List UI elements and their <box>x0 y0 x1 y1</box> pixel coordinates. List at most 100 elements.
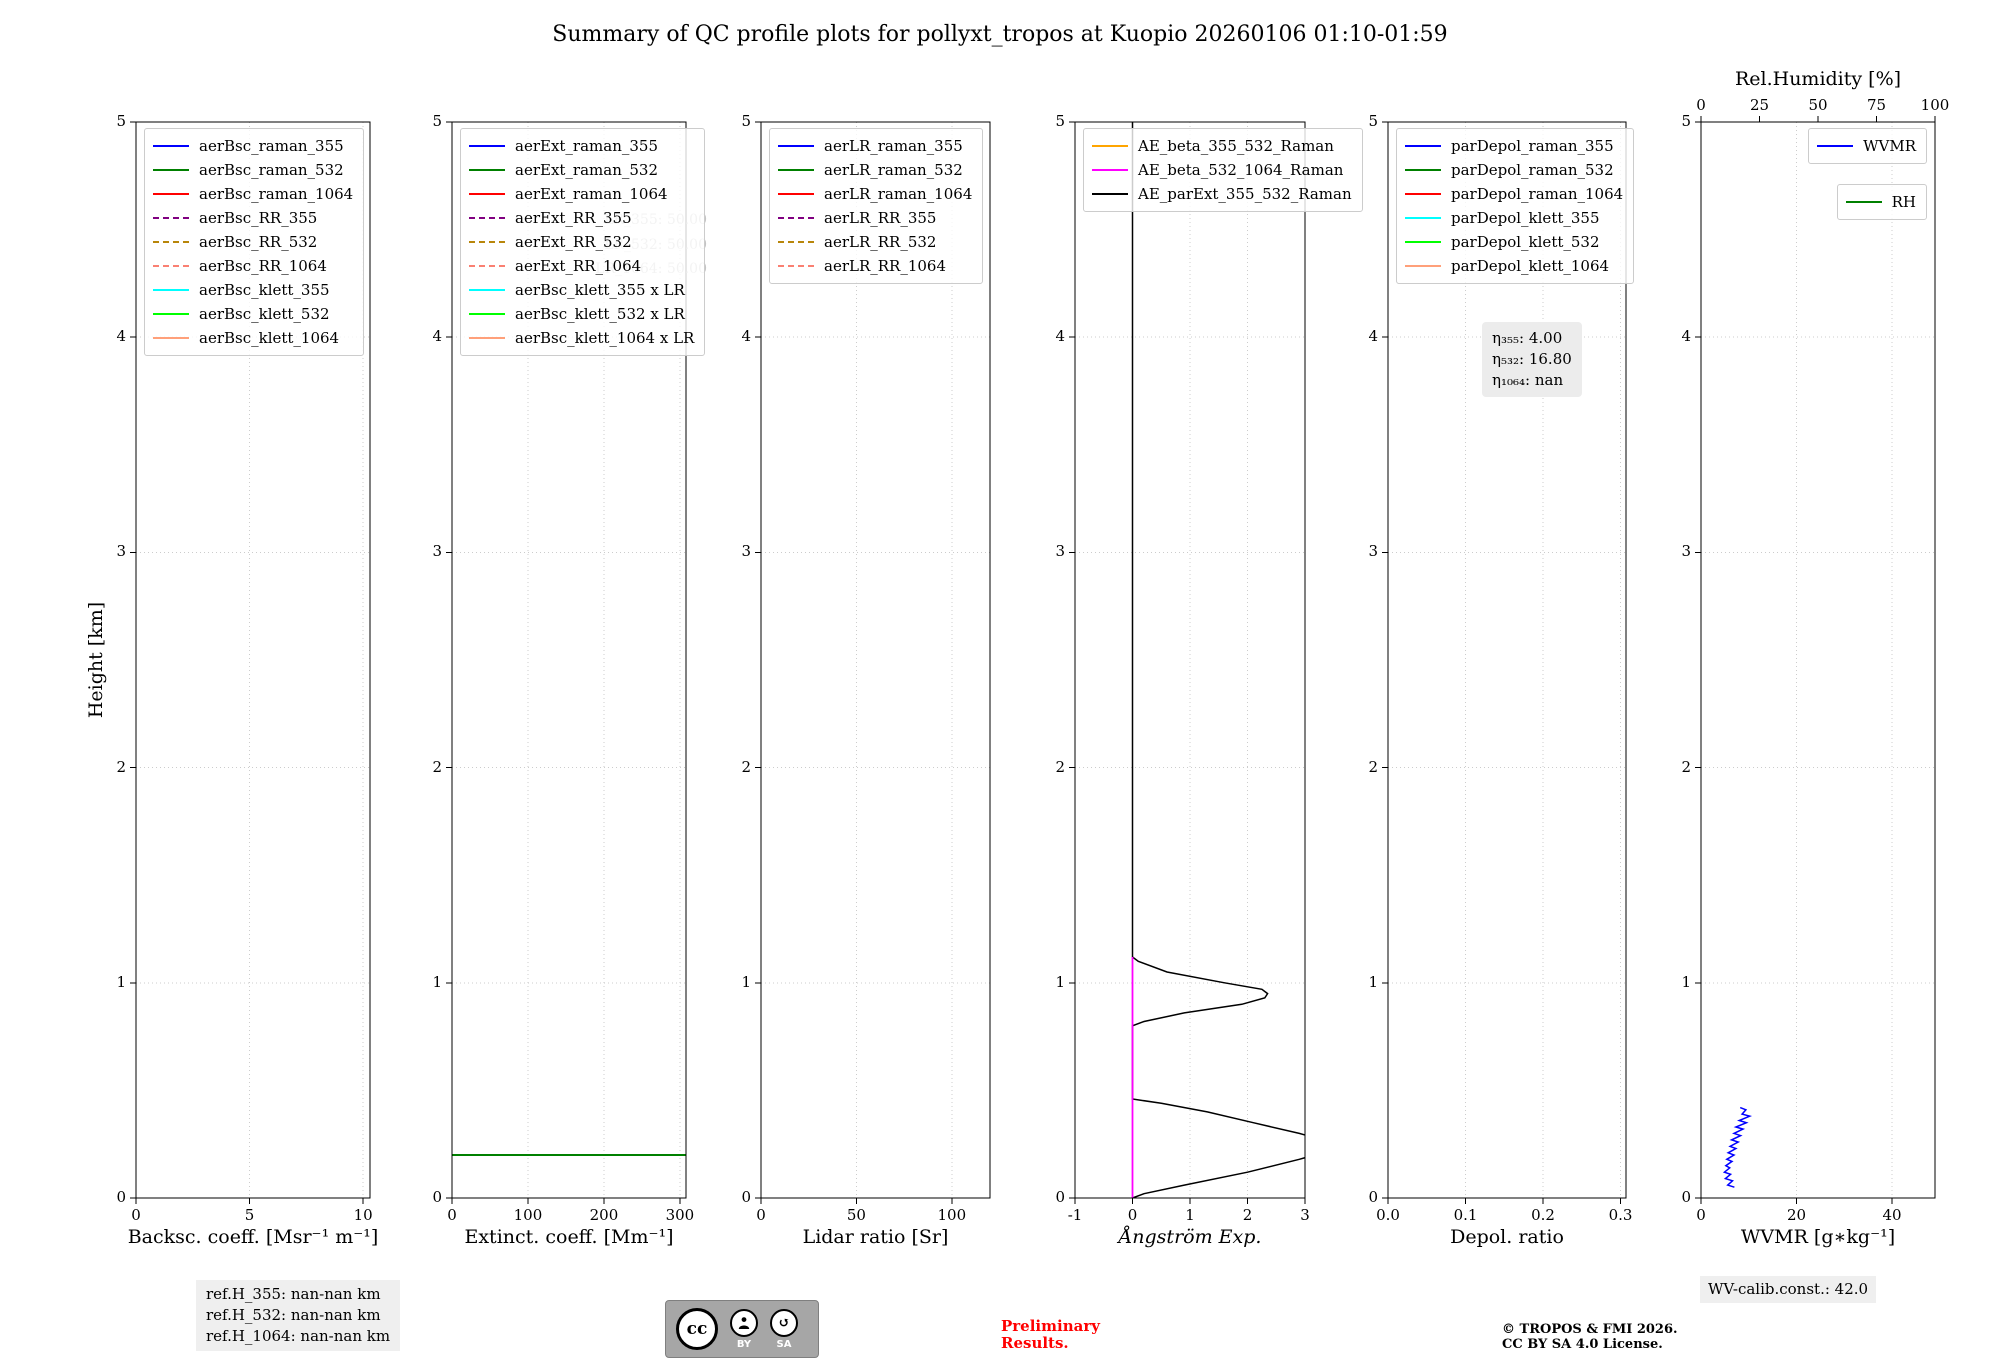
x-axis-label: Backsc. coeff. [Msr⁻¹ m⁻¹] <box>127 1226 379 1248</box>
legend-line-sample <box>1405 145 1441 147</box>
x-tick-label: 0.3 <box>1608 1206 1633 1224</box>
y-tick-label: 2 <box>1055 757 1065 776</box>
legend-entry: aerBsc_klett_532 x LR <box>469 302 694 326</box>
x-tick-label: 3 <box>1300 1206 1310 1224</box>
y-tick-label: 2 <box>741 757 751 776</box>
legend-entry: AE_parExt_355_532_Raman <box>1092 182 1352 206</box>
x-axis-label: Depol. ratio <box>1450 1226 1564 1248</box>
legend-label: WVMR <box>1863 137 1916 155</box>
legend-entry: parDepol_klett_532 <box>1405 230 1623 254</box>
x-tick-label: 0.2 <box>1531 1206 1555 1224</box>
legend-label: aerBsc_RR_355 <box>199 209 318 227</box>
legend-entry: aerBsc_RR_1064 <box>153 254 353 278</box>
x-axis-label: WVMR [g∗kg⁻¹] <box>1740 1226 1896 1248</box>
x-tick-label: 1 <box>1185 1206 1195 1224</box>
y-tick-label: 5 <box>1368 112 1378 130</box>
legend-entry: parDepol_raman_355 <box>1405 134 1623 158</box>
cc-by-person-icon <box>730 1308 758 1337</box>
legend-entry: aerBsc_klett_355 <box>153 278 353 302</box>
legend-label: aerBsc_raman_532 <box>199 161 344 179</box>
legend-entry: parDepol_klett_1064 <box>1405 254 1623 278</box>
legend-line-sample <box>469 289 505 291</box>
legend-line-sample <box>469 217 505 219</box>
copyright-line2: CC BY SA 4.0 License. <box>1502 1337 1663 1352</box>
legend-line-sample <box>1405 241 1441 243</box>
legend-line-sample <box>469 241 505 243</box>
x-tick-label: 0 <box>131 1206 141 1224</box>
y-tick-label: 0 <box>741 1188 751 1206</box>
x-tick-label: 40 <box>1882 1206 1902 1224</box>
y-tick-label: 4 <box>116 327 126 346</box>
y-tick-label: 4 <box>432 327 442 346</box>
legend-label: aerLR_raman_532 <box>824 161 963 179</box>
x-tick-label: 5 <box>244 1206 255 1224</box>
y-tick-label: 5 <box>432 112 442 130</box>
y-tick-label: 2 <box>1681 757 1691 776</box>
preliminary-line2: Results. <box>1001 1334 1069 1352</box>
legend-label: aerLR_raman_355 <box>824 137 963 155</box>
legend-label: aerExt_RR_1064 <box>515 257 642 275</box>
cc-by-label: BY <box>736 1338 752 1350</box>
y-tick-label: 3 <box>432 542 442 561</box>
legend-label: aerBsc_klett_355 x LR <box>515 281 685 299</box>
y-tick-label: 2 <box>116 757 126 776</box>
legend-label: parDepol_klett_1064 <box>1451 257 1610 275</box>
legend-label: aerBsc_RR_532 <box>199 233 318 251</box>
legend-label: aerLR_RR_355 <box>824 209 937 227</box>
panel-border <box>1387 121 1627 1199</box>
x-tick-label: 300 <box>665 1206 695 1224</box>
legend-label: aerBsc_RR_1064 <box>199 257 327 275</box>
legend-label: parDepol_raman_355 <box>1451 137 1614 155</box>
y-tick-label: 3 <box>1681 542 1691 561</box>
legend: WVMR <box>1808 128 1927 164</box>
legend-line-sample <box>153 313 189 315</box>
legend-entry: aerLR_raman_355 <box>778 134 972 158</box>
y-tick-label: 5 <box>116 112 126 130</box>
series-AE_parExt_355_532_Raman <box>1131 122 1305 1198</box>
y-tick-label: 0 <box>116 1188 126 1206</box>
y-tick-label: 0 <box>1681 1188 1691 1206</box>
legend-entry: RH <box>1845 190 1916 214</box>
x-tick-label: 100 <box>937 1206 967 1224</box>
panel-border <box>135 121 371 1199</box>
legend-entry: aerLR_raman_1064 <box>778 182 972 206</box>
legend-entry: aerExt_RR_355 <box>469 206 694 230</box>
y-tick-label: 4 <box>1681 327 1691 346</box>
legend-entry: aerLR_RR_355 <box>778 206 972 230</box>
legend-line-sample <box>1845 201 1882 203</box>
y-tick-label: 3 <box>741 542 751 561</box>
legend-entry: aerExt_raman_532 <box>469 158 694 182</box>
legend-label: aerBsc_klett_355 <box>199 281 330 299</box>
panel-border <box>760 121 991 1199</box>
legend-entry: aerBsc_klett_532 <box>153 302 353 326</box>
y-tick-label: 4 <box>1368 327 1378 346</box>
cc-sa-arrow-icon: ↺ <box>770 1308 798 1337</box>
top-tick-label: 25 <box>1749 96 1770 114</box>
legend-line-sample <box>469 337 505 339</box>
legend-entry: aerLR_RR_1064 <box>778 254 972 278</box>
legend-entry: aerExt_RR_1064 <box>469 254 694 278</box>
legend-entry: aerBsc_RR_532 <box>153 230 353 254</box>
legend-label: AE_beta_355_532_Raman <box>1138 137 1334 155</box>
legend-line-sample <box>153 241 189 243</box>
top-tick-label: 75 <box>1866 96 1887 114</box>
legend-line-sample <box>153 265 189 267</box>
eta-annotation-line: η₅₃₂: 16.80 <box>1492 350 1572 368</box>
y-tick-label: 0 <box>1368 1188 1378 1206</box>
wv-calib-box: WV-calib.const.: 42.0 <box>1700 1276 1877 1303</box>
legend-entry: aerBsc_klett_1064 x LR <box>469 326 694 350</box>
legend-label: aerBsc_klett_532 <box>199 305 330 323</box>
panel-border <box>1700 121 1936 1199</box>
legend-line-sample <box>153 145 189 147</box>
x-tick-label: 200 <box>589 1206 619 1224</box>
legend-entry: aerExt_raman_355 <box>469 134 694 158</box>
legend-entry: aerBsc_raman_355 <box>153 134 353 158</box>
legend-line-sample <box>778 145 814 147</box>
y-tick-label: 3 <box>1368 542 1378 561</box>
legend-label: aerExt_raman_1064 <box>515 185 668 203</box>
cc-by-group: BY <box>730 1308 758 1350</box>
eta-annotation-line: η₁₀₆₄: nan <box>1492 371 1564 389</box>
legend-entry: aerExt_RR_532 <box>469 230 694 254</box>
legend-line-sample <box>153 193 189 195</box>
